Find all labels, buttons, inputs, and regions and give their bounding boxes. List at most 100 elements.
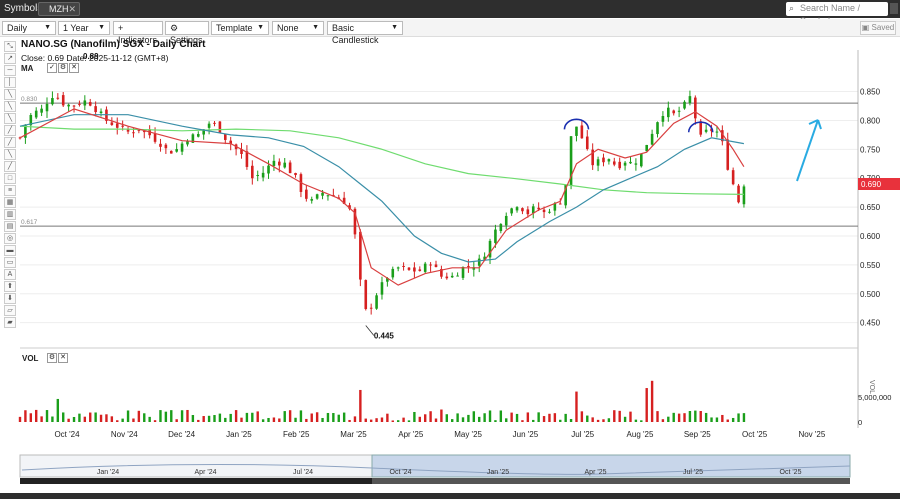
candle-body	[456, 275, 459, 277]
drawing-tool-6[interactable]: ╲	[4, 113, 16, 124]
candle-body	[715, 131, 719, 133]
candle-body	[726, 139, 730, 170]
navigator-label: Jan '24	[97, 469, 119, 476]
drawing-tool-14[interactable]: ▥	[4, 209, 16, 220]
close-icon[interactable]: ✕	[69, 63, 79, 73]
volume-bar	[321, 417, 324, 422]
symbols-label: Symbols:	[4, 3, 46, 14]
drawing-tool-19[interactable]: A	[4, 269, 16, 280]
drawing-tool-12[interactable]: ≡	[4, 185, 16, 196]
candle-body	[94, 106, 97, 113]
volume-bar	[542, 416, 546, 422]
drawing-tool-20[interactable]: ⬆	[4, 281, 16, 292]
candle-body	[580, 125, 584, 139]
volume-bar	[580, 411, 584, 422]
template-select[interactable]: Template ▼	[211, 21, 269, 35]
period-select[interactable]: Daily ▼	[2, 21, 56, 35]
drawing-tool-10[interactable]: ╱	[4, 161, 16, 172]
chart-type-value: Basic Candlestick	[332, 23, 379, 45]
candle-body	[126, 128, 130, 132]
candle-body	[499, 223, 503, 232]
checkbox-icon[interactable]: ✓	[47, 63, 57, 73]
volume-bar	[650, 380, 654, 422]
volume-bar	[699, 411, 702, 422]
candle-body	[326, 195, 330, 197]
trend-arrow	[796, 119, 819, 182]
navigator-scroll-thumb	[372, 478, 850, 484]
candle-body	[278, 161, 281, 166]
drawing-tool-13[interactable]: ▦	[4, 197, 16, 208]
volume-bar	[110, 416, 114, 422]
candle-body	[537, 207, 540, 210]
volume-bar	[105, 414, 108, 422]
drawing-tool-15[interactable]: ▤	[4, 221, 16, 232]
candle-body	[434, 264, 438, 268]
x-tick-label: May '25	[454, 430, 482, 439]
indicators-button[interactable]: + Indicators	[113, 21, 163, 45]
candle-body	[710, 128, 713, 132]
period-value: Daily	[7, 23, 28, 33]
volume-bar	[467, 414, 470, 422]
volume-bar	[445, 414, 449, 422]
drawing-tool-0[interactable]: ⤡	[4, 41, 16, 52]
settings-label: Settings	[170, 35, 203, 45]
close-icon[interactable]: ✕	[68, 4, 76, 14]
close-icon[interactable]: ✕	[58, 353, 68, 363]
settings-button[interactable]: ⚙ Settings	[165, 21, 209, 45]
drawing-tool-8[interactable]: ╱	[4, 137, 16, 148]
candle-body	[575, 126, 578, 136]
drawing-tool-11[interactable]: □	[4, 173, 16, 184]
volume-bar	[116, 420, 119, 422]
drawing-tool-7[interactable]: ╱	[4, 125, 16, 136]
chevron-down-icon: ▼	[312, 24, 319, 31]
candle-body	[251, 165, 254, 179]
symbol-chip[interactable]: MZH ✕	[38, 2, 80, 16]
drawing-tool-5[interactable]: ╲	[4, 101, 16, 112]
compare-select[interactable]: None ▼	[272, 21, 324, 35]
volume-bar	[159, 410, 162, 422]
symbol-chip-text: MZH	[49, 4, 69, 14]
volume-bar	[510, 412, 513, 422]
range-select[interactable]: 1 Year ▼	[58, 21, 110, 35]
drawing-tool-1[interactable]: ↗	[4, 53, 16, 64]
volume-bar	[175, 419, 178, 422]
gear-icon[interactable]: ⚙	[47, 353, 57, 363]
volume-bar	[575, 391, 578, 422]
volume-bar	[170, 410, 173, 422]
drawing-tool-17[interactable]: ▬	[4, 245, 16, 256]
candle-body	[402, 265, 405, 267]
chevron-down-icon: ▼	[391, 24, 398, 31]
drawing-tool-9[interactable]: ╲	[4, 149, 16, 160]
candle-body	[88, 102, 92, 106]
volume-bar	[35, 409, 38, 422]
volume-bar	[499, 410, 503, 422]
candle-body	[694, 97, 697, 119]
chart-type-select[interactable]: Basic Candlestick ▼	[327, 21, 403, 45]
x-tick-label: Jan '25	[226, 430, 252, 439]
chart-canvas[interactable]: 0.4500.5000.5500.6000.6500.7000.7500.800…	[0, 37, 900, 493]
saved-button[interactable]: ▣ Saved	[860, 21, 896, 35]
x-tick-label: Jul '25	[571, 430, 594, 439]
drawing-tool-4[interactable]: ╲	[4, 89, 16, 100]
drawing-tool-23[interactable]: ▰	[4, 317, 16, 328]
symbol-search-input[interactable]: ⌕ Search Name / Symbol	[786, 2, 888, 26]
drawing-tool-18[interactable]: ▭	[4, 257, 16, 268]
drawing-tool-22[interactable]: ▱	[4, 305, 16, 316]
candle-body	[585, 136, 589, 149]
volume-bar	[99, 414, 103, 422]
volume-bar	[240, 417, 243, 422]
drawing-tool-16[interactable]: ◎	[4, 233, 16, 244]
window-icon[interactable]	[890, 3, 898, 14]
gear-icon[interactable]: ⚙	[58, 63, 68, 73]
candle-body	[229, 140, 233, 144]
candle-body	[267, 165, 270, 174]
drawing-tool-21[interactable]: ⬇	[4, 293, 16, 304]
toolbar: Daily ▼ 1 Year ▼ + Indicators ⚙ Settings T…	[0, 19, 900, 45]
drawing-tool-3[interactable]: │	[4, 77, 16, 88]
volume-bar	[234, 410, 238, 422]
volume-bar	[553, 413, 557, 422]
candle-body	[348, 205, 351, 209]
candle-body	[72, 105, 76, 107]
volume-bar	[261, 419, 265, 422]
drawing-tool-2[interactable]: ─	[4, 65, 16, 76]
